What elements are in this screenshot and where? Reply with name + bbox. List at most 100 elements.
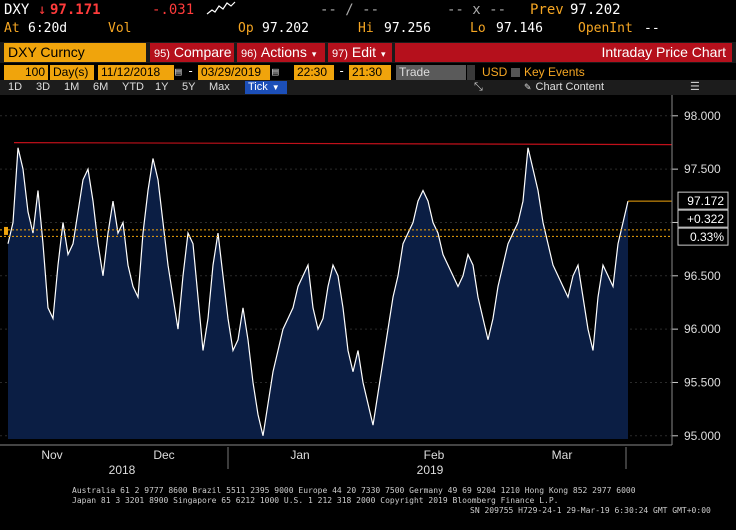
open-marker xyxy=(4,226,8,235)
resistance-line xyxy=(13,142,673,146)
x-axis: Nov Dec Jan Feb Mar 2018 2019 xyxy=(0,444,672,477)
chevron-down-icon: ▾ xyxy=(311,49,317,59)
price-labels: 97.172 +0.322 0.33% xyxy=(677,191,729,246)
bid-ask-size: -- / -- xyxy=(320,2,380,18)
date-range-dash: - xyxy=(187,64,195,78)
range-tab-max[interactable]: Max xyxy=(209,81,230,93)
bid-ask-qty: -- x -- xyxy=(447,2,507,18)
time-range-dash: - xyxy=(338,64,346,78)
price-chart[interactable]: 98.00097.50097.00096.50096.00095.50095.0… xyxy=(0,95,736,483)
ticker-symbol: DXY xyxy=(4,2,30,18)
compare-button[interactable]: 95) Compare xyxy=(150,43,234,62)
sparkline-icon xyxy=(206,0,236,20)
security-text: DXY Curncy xyxy=(8,44,85,60)
footer-line-1: Australia 61 2 9777 8600 Brazil 5511 239… xyxy=(72,486,636,495)
start-time-text: 22:30 xyxy=(297,65,328,79)
high-value: 97.256 xyxy=(384,21,431,36)
open-label: Op xyxy=(238,21,254,36)
range-tab-3d[interactable]: 3D xyxy=(36,81,51,93)
price-line xyxy=(7,147,629,436)
prev-value: 97.202 xyxy=(570,2,621,18)
edit-number: 97) xyxy=(332,48,348,60)
last-price-arrow: ↓ xyxy=(38,2,47,18)
footer-line-2: Japan 81 3 3201 8900 Singapore 65 6212 1… xyxy=(72,496,559,505)
range-tab-1y[interactable]: 1Y xyxy=(155,81,169,93)
expand-icon[interactable]: ⤡ xyxy=(474,81,483,93)
x-tick-label: Feb xyxy=(424,448,445,462)
price-area xyxy=(8,147,628,440)
high-label: Hi xyxy=(358,21,374,36)
y-tick-label: 97.500 xyxy=(684,162,721,176)
y-tick-label: 98.000 xyxy=(684,109,721,123)
last-value-label: 97.172 xyxy=(687,194,724,208)
actions-label: Actions xyxy=(260,44,307,60)
calendar-icon[interactable]: ▤ xyxy=(272,65,279,78)
start-date-input[interactable]: 11/12/2018 xyxy=(98,65,174,80)
y-tick-label: 95.500 xyxy=(684,375,721,389)
key-events-checkbox[interactable] xyxy=(511,68,520,77)
net-change: -.031 xyxy=(152,2,195,18)
range-tab-5y[interactable]: 5Y xyxy=(182,81,196,93)
y-tick-label: 96.000 xyxy=(684,322,721,336)
x-tick-label: Nov xyxy=(41,448,62,462)
vol-label: Vol xyxy=(108,21,132,36)
range-tab-1d[interactable]: 1D xyxy=(8,81,23,93)
y-tick-label: 95.000 xyxy=(684,429,721,443)
chart-content-icon: ✎ xyxy=(524,82,532,92)
pct-change-label-box xyxy=(677,227,729,246)
settings-icon[interactable]: ☰ xyxy=(690,81,700,93)
end-date-input[interactable]: 03/29/2019 xyxy=(198,65,270,80)
screen-title-text: Intraday Price Chart xyxy=(601,44,727,60)
chart-content-button[interactable]: ✎ Chart Content xyxy=(524,81,604,94)
tick-text: Tick xyxy=(248,81,268,93)
x-tick-label: Dec xyxy=(153,448,174,462)
edit-button[interactable]: 97) Edit ▾ xyxy=(328,43,392,62)
currency-label[interactable]: USD xyxy=(482,65,508,79)
x-year-label: 2019 xyxy=(417,463,444,477)
prev-label: Prev xyxy=(530,2,564,18)
chevron-down-icon: ▾ xyxy=(381,49,386,59)
open-value: 97.202 xyxy=(262,21,309,36)
period-value: 100 xyxy=(24,65,45,79)
compare-label: Compare xyxy=(173,44,232,60)
last-price: 97.171 xyxy=(50,2,101,18)
compare-number: 95) xyxy=(154,48,170,60)
last-value-label-box xyxy=(677,191,729,210)
period-input[interactable]: 100 xyxy=(4,65,48,80)
key-events-label: Key Events xyxy=(524,65,585,79)
low-value: 97.146 xyxy=(496,21,543,36)
field-text: Trade xyxy=(399,65,430,79)
field-select[interactable]: Trade xyxy=(396,65,466,80)
range-tab-1m[interactable]: 1M xyxy=(64,81,80,93)
end-time-input[interactable]: 21:30 xyxy=(349,65,391,80)
period-unit-text: Day(s) xyxy=(53,65,89,79)
tick-select[interactable]: Tick ▼ xyxy=(245,81,287,94)
at-time: 6:20d xyxy=(28,21,68,36)
x-year-label: 2018 xyxy=(109,463,136,477)
openint-value: -- xyxy=(644,21,660,36)
range-tab-ytd[interactable]: YTD xyxy=(122,81,144,93)
openint-label: OpenInt xyxy=(578,21,633,36)
quote-stats: At 6:20d Vol Op 97.202 Hi 97.256 Lo 97.1… xyxy=(0,21,736,37)
calendar-icon[interactable]: ▤ xyxy=(175,65,182,78)
range-tab-bar xyxy=(0,80,736,95)
end-time-text: 21:30 xyxy=(352,65,383,79)
x-tick-label: Jan xyxy=(290,448,309,462)
chart-content-label: Chart Content xyxy=(535,81,605,93)
screen-title: Intraday Price Chart xyxy=(395,43,732,62)
security-field[interactable]: DXY Curncy xyxy=(4,43,146,62)
period-unit-select[interactable]: Day(s) xyxy=(50,65,94,80)
quote-header: DXY ↓ 97.171 -.031 -- / -- -- x -- Prev … xyxy=(0,0,736,20)
start-date-text: 11/12/2018 xyxy=(101,65,161,79)
end-date-text: 03/29/2019 xyxy=(201,65,262,79)
at-label: At xyxy=(4,21,20,36)
actions-number: 96) xyxy=(241,48,257,60)
range-tab-6m[interactable]: 6M xyxy=(93,81,109,93)
field-dropdown-handle[interactable] xyxy=(467,65,475,80)
pct-change-label: 0.33% xyxy=(690,230,724,244)
chevron-down-icon: ▼ xyxy=(271,83,280,92)
change-label: +0.322 xyxy=(687,212,724,226)
actions-button[interactable]: 96) Actions ▾ xyxy=(237,43,325,62)
start-time-input[interactable]: 22:30 xyxy=(294,65,334,80)
edit-label: Edit xyxy=(351,44,377,60)
